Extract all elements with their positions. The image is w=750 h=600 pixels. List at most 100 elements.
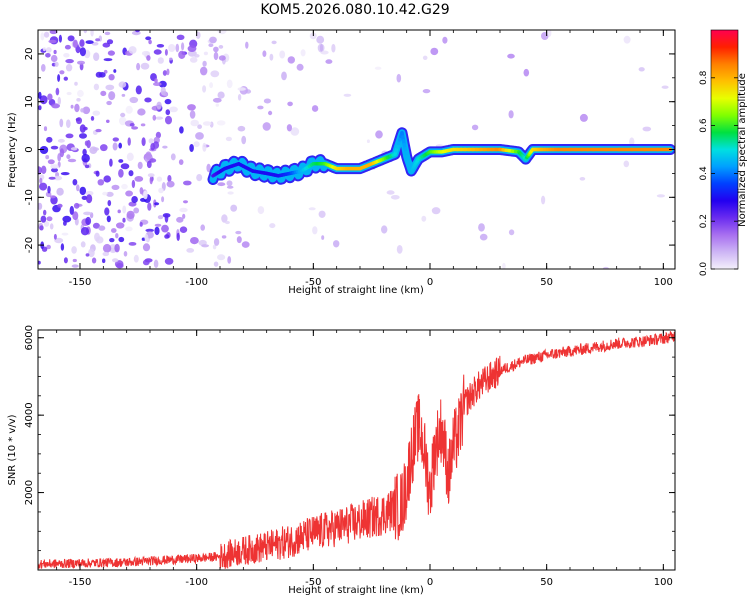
noise-speck (128, 170, 134, 177)
noise-speck (154, 202, 160, 206)
noise-speck (105, 84, 115, 91)
noise-speck (165, 109, 171, 116)
x-tick-label: -50 (305, 277, 321, 288)
noise-speck (125, 105, 133, 114)
noise-speck (523, 68, 530, 77)
noise-speck (120, 163, 130, 170)
noise-speck (153, 259, 159, 268)
noise-speck (169, 57, 173, 61)
noise-speck (202, 142, 207, 152)
noise-speck (145, 36, 152, 41)
noise-speck (308, 207, 316, 211)
noise-speck (113, 69, 117, 73)
noise-speck (63, 76, 68, 81)
x-tick-label: -150 (69, 577, 92, 588)
noise-speck (164, 234, 170, 239)
noise-speck (148, 138, 154, 144)
noise-speck (90, 116, 95, 121)
noise-speck (95, 128, 102, 133)
noise-speck (108, 74, 115, 81)
noise-speck (147, 173, 155, 178)
noise-speck (203, 51, 208, 56)
noise-speck (197, 124, 203, 129)
noise-speck (479, 233, 488, 241)
noise-speck (602, 266, 609, 269)
noise-speck (312, 226, 318, 235)
noise-speck (43, 209, 47, 216)
noise-speck (189, 144, 194, 152)
noise-speck (48, 176, 56, 180)
noise-speck (141, 237, 146, 241)
noise-speck (141, 137, 146, 147)
noise-speck (43, 31, 50, 38)
noise-speck (59, 148, 65, 158)
noise-speck (85, 190, 94, 196)
noise-speck (97, 179, 105, 186)
noise-speck (133, 254, 139, 263)
noise-speck (98, 225, 106, 231)
noise-speck (200, 224, 205, 231)
noise-speck (202, 121, 212, 126)
noise-speck (121, 93, 126, 97)
noise-speck (106, 191, 114, 197)
noise-speck (135, 85, 142, 95)
noise-speck (162, 70, 167, 76)
noise-speck (153, 82, 162, 86)
noise-speck (213, 51, 219, 61)
noise-speck (396, 245, 403, 254)
noise-speck (422, 89, 431, 94)
noise-speck (72, 258, 77, 263)
noise-speck (95, 71, 103, 78)
noise-speck (142, 243, 151, 252)
noise-speck (51, 167, 58, 173)
noise-speck (179, 226, 188, 233)
noise-speck (209, 36, 217, 44)
noise-speck (66, 154, 71, 160)
noise-speck (76, 117, 82, 125)
noise-speck (140, 62, 150, 70)
noise-speck (114, 243, 120, 253)
noise-speck (39, 225, 44, 231)
noise-speck (60, 243, 65, 251)
noise-speck (74, 103, 80, 113)
noise-speck (63, 220, 67, 226)
noise-speck (141, 50, 151, 56)
noise-speck (375, 130, 383, 139)
noise-speck (218, 55, 226, 61)
noise-speck (59, 70, 65, 75)
noise-speck (217, 91, 225, 99)
noise-speck (111, 184, 120, 190)
spectrogram-ridge (207, 127, 675, 185)
noise-speck (187, 104, 196, 111)
x-tick-label: -100 (185, 577, 208, 588)
noise-speck (148, 39, 152, 45)
noise-speck (111, 228, 117, 233)
noise-speck (241, 135, 247, 145)
colorbar-tick-label: 0.2 (699, 214, 709, 228)
noise-speck (311, 105, 319, 112)
noise-speck (115, 233, 119, 239)
noise-speck (108, 91, 116, 101)
noise-speck (300, 49, 306, 57)
noise-speck (170, 153, 176, 161)
noise-speck (193, 141, 200, 148)
noise-speck (155, 116, 164, 120)
noise-speck (210, 70, 220, 78)
noise-speck (471, 124, 479, 131)
noise-speck (100, 144, 108, 152)
y-tick-label: 4000 (24, 402, 35, 427)
noise-speck (162, 145, 168, 149)
noise-speck (269, 223, 276, 229)
noise-speck (226, 79, 233, 89)
noise-speck (56, 187, 64, 196)
noise-speck (139, 187, 144, 195)
noise-speck (157, 57, 164, 64)
noise-speck (169, 106, 178, 113)
snr-series (38, 331, 675, 570)
noise-speck (72, 179, 78, 186)
noise-speck (106, 100, 112, 106)
noise-speck (140, 123, 146, 127)
noise-speck (117, 209, 121, 214)
noise-speck (100, 90, 107, 97)
